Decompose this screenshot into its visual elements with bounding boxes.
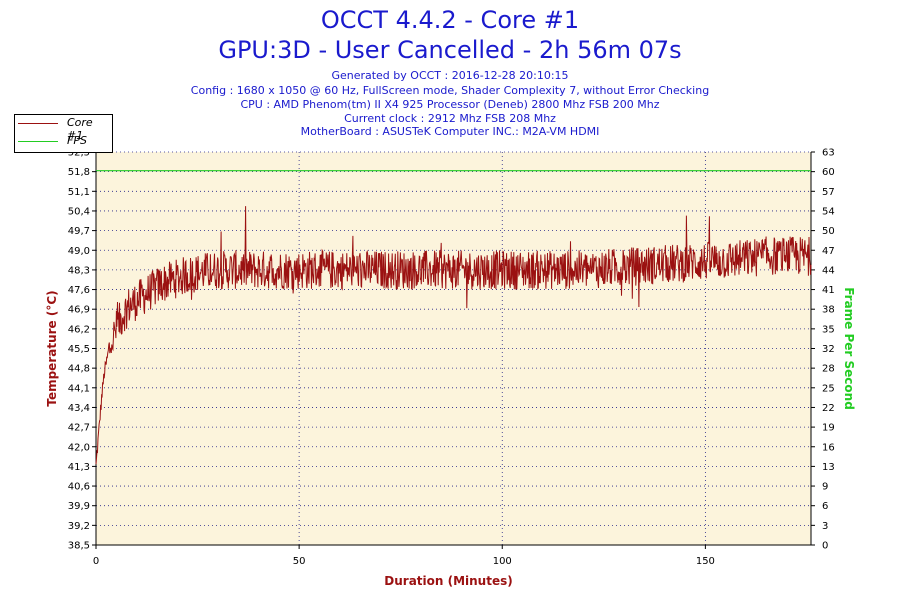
y2-tick-label: 57	[822, 187, 835, 198]
y-tick-label: 44,1	[68, 383, 90, 394]
legend-label-fps: FPS	[67, 134, 87, 147]
y2-tick-label: 44	[822, 265, 835, 276]
legend: Core #1 FPS	[14, 114, 113, 153]
y-tick-label: 48,3	[68, 265, 90, 276]
y-tick-label: 44,8	[68, 364, 90, 375]
y2-tick-label: 19	[822, 423, 835, 434]
x-tick-label: 150	[696, 556, 715, 567]
y-tick-label: 40,6	[68, 482, 90, 493]
y2-tick-label: 28	[822, 364, 835, 375]
y2-tick-label: 3	[822, 521, 828, 532]
legend-swatch-core	[18, 123, 58, 124]
y-tick-label: 49,7	[68, 226, 90, 237]
y-tick-label: 39,2	[68, 521, 90, 532]
y-tick-label: 47,6	[68, 285, 90, 296]
plot-area	[96, 152, 811, 545]
y2-tick-label: 63	[822, 148, 835, 159]
y2-tick-label: 41	[822, 285, 835, 296]
x-tick-label: 0	[93, 556, 99, 567]
info-cpu: CPU : AMD Phenom(tm) II X4 925 Processor…	[240, 98, 660, 111]
legend-label-core: Core #1	[67, 116, 93, 142]
y-tick-label: 42,0	[68, 442, 90, 453]
y-tick-label: 50,4	[68, 206, 90, 217]
y2-tick-label: 22	[822, 403, 835, 414]
y2-tick-label: 32	[822, 344, 835, 355]
y-tick-label: 51,8	[68, 167, 90, 178]
y-tick-label: 42,7	[68, 423, 90, 434]
y2-tick-label: 60	[822, 167, 835, 178]
y2-tick-label: 9	[822, 482, 828, 493]
y-tick-label: 51,1	[68, 187, 90, 198]
y2-tick-label: 25	[822, 383, 835, 394]
y-tick-label: 46,9	[68, 305, 90, 316]
y2-tick-label: 6	[822, 501, 828, 512]
y-tick-label: 52,5	[68, 148, 90, 159]
y2-tick-label: 16	[822, 442, 835, 453]
y-tick-label: 41,3	[68, 462, 90, 473]
legend-swatch-fps	[18, 141, 58, 142]
y2-axis-title: Frame Per Second	[842, 287, 856, 410]
y2-tick-label: 13	[822, 462, 835, 473]
info-clock: Current clock : 2912 Mhz FSB 208 Mhz	[344, 112, 556, 125]
y-axis-title: Temperature (°C)	[45, 290, 59, 406]
y-tick-label: 46,2	[68, 324, 90, 335]
y-tick-label: 39,9	[68, 501, 90, 512]
y2-tick-label: 0	[822, 541, 828, 552]
chart-title: OCCT 4.4.2 - Core #1	[320, 6, 580, 34]
series-line-core	[95, 206, 812, 465]
x-tick-label: 50	[293, 556, 306, 567]
info-generated: Generated by OCCT : 2016-12-28 20:10:15	[331, 69, 569, 82]
y2-tick-label: 50	[822, 226, 835, 237]
info-motherboard: MotherBoard : ASUSTeK Computer INC.: M2A…	[300, 125, 600, 138]
y-tick-label: 49,0	[68, 246, 90, 257]
y-tick-label: 38,5	[68, 541, 90, 552]
y2-tick-label: 47	[822, 246, 835, 257]
x-axis-title: Duration (Minutes)	[384, 574, 512, 588]
y2-tick-label: 35	[822, 324, 835, 335]
legend-item-fps: FPS	[15, 133, 112, 150]
y-tick-label: 45,5	[68, 344, 90, 355]
info-config: Config : 1680 x 1050 @ 60 Hz, FullScreen…	[190, 84, 710, 97]
y2-tick-label: 38	[822, 305, 835, 316]
y2-tick-label: 54	[822, 206, 835, 217]
chart-subtitle: GPU:3D - User Cancelled - 2h 56m 07s	[218, 36, 682, 64]
legend-item-core: Core #1	[15, 115, 112, 142]
x-tick-label: 100	[493, 556, 512, 567]
y-tick-label: 43,4	[68, 403, 90, 414]
